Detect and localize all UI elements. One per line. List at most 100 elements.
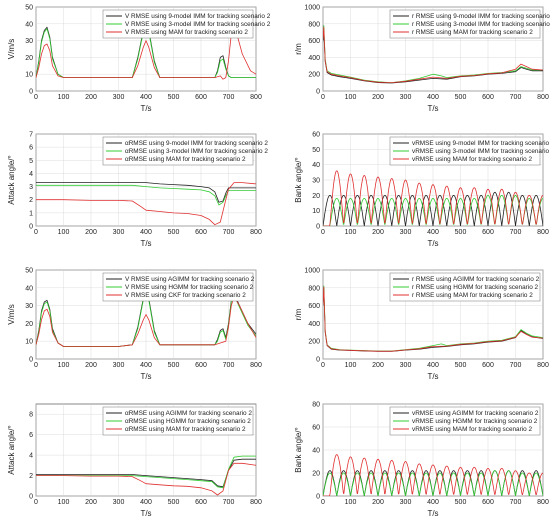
series-line-3	[36, 462, 256, 496]
x-tick-label: 600	[195, 362, 207, 369]
y-axis-label: r/m	[294, 308, 303, 320]
series-line-2	[36, 455, 256, 489]
subplot-p5: 0 100 200 300 400 500 600 700 800 0 10 20 30 40 50 T/s V…	[7, 268, 262, 382]
y-tick-label: 50	[312, 147, 320, 154]
x-tick-label: 800	[537, 499, 549, 506]
legend-entry: αRMSE using 9-model IMM for tracking sce…	[125, 140, 268, 147]
x-tick-label: 800	[250, 499, 262, 506]
series-line-3	[36, 296, 256, 347]
legend: αRMSE using AGIMM for tracking scenario …	[102, 406, 254, 436]
x-tick-label: 800	[250, 229, 262, 236]
x-tick-label: 0	[321, 499, 325, 506]
x-tick-label: 200	[372, 499, 384, 506]
x-tick-label: 700	[510, 229, 522, 236]
legend-entry: vRMSE using 3-model IMM for tracking sce…	[412, 148, 550, 155]
legend: αRMSE using 9-model IMM for tracking sce…	[102, 136, 268, 166]
y-tick-label: 0	[29, 89, 33, 96]
y-tick-label: 600	[308, 303, 320, 310]
x-tick-label: 300	[113, 499, 125, 506]
legend-entry: αRMSE using MAM for tracking scenario 2	[125, 156, 246, 163]
legend-entry: r RMSE using MAM for tracking scenario 2	[412, 29, 533, 36]
legend-entry: V RMSE using 9-model IMM for tracking sc…	[125, 13, 271, 20]
y-tick-label: 400	[308, 321, 320, 328]
legend-entry: V RMSE using CKF for tracking scenario 2	[125, 292, 246, 299]
y-tick-label: 8	[29, 412, 33, 419]
y-tick-label: 20	[25, 55, 33, 62]
legend-entry: V RMSE using 3-model IMM for tracking sc…	[125, 21, 271, 28]
x-tick-label: 700	[510, 94, 522, 101]
series-line-3	[323, 454, 543, 496]
y-tick-label: 800	[308, 21, 320, 28]
x-tick-label: 500	[455, 94, 467, 101]
x-tick-label: 200	[85, 499, 97, 506]
y-tick-label: 0	[29, 357, 33, 364]
legend-box	[102, 9, 254, 39]
legend-entry: αRMSE using AGIMM for tracking scenario …	[125, 410, 252, 417]
legend: vRMSE using 9-model IMM for tracking sce…	[389, 136, 550, 166]
x-tick-label: 800	[250, 94, 262, 101]
x-tick-label: 0	[321, 229, 325, 236]
y-tick-label: 600	[308, 38, 320, 45]
y-tick-label: 20	[312, 471, 320, 478]
legend-entry: r RMSE using AGIMM for tracking scenario…	[412, 276, 540, 283]
y-tick-label: 4	[29, 171, 33, 178]
x-tick-label: 500	[168, 229, 180, 236]
legend-entry: V RMSE using MAM for tracking scenario 2	[125, 29, 248, 36]
subplot-p2: 0 100 200 300 400 500 600 700 800 0 200 400 600 800 10…	[294, 5, 550, 114]
x-tick-label: 400	[427, 94, 439, 101]
y-tick-label: 80	[312, 402, 320, 409]
legend-box	[389, 9, 541, 39]
legend-entry: V RMSE using HGMM for tracking scenario …	[125, 284, 254, 291]
y-tick-label: 40	[25, 285, 33, 292]
legend-entry: αRMSE using HGMM for tracking scenario 2	[125, 418, 251, 425]
y-tick-label: 3	[29, 184, 33, 191]
x-tick-label: 700	[223, 229, 235, 236]
x-tick-label: 100	[58, 94, 70, 101]
y-tick-label: 20	[25, 321, 33, 328]
subplot-p1: 0 100 200 300 400 500 600 700 800 0 10 20 30 40 50 T/s V…	[7, 5, 271, 114]
y-tick-label: 40	[25, 21, 33, 28]
x-tick-label: 100	[58, 499, 70, 506]
x-tick-label: 500	[168, 499, 180, 506]
legend-box	[102, 406, 254, 436]
y-tick-label: 1000	[304, 5, 320, 12]
legend-entry: r RMSE using 3-model IMM for tracking sc…	[412, 21, 550, 28]
x-tick-label: 700	[223, 362, 235, 369]
series-line-1	[36, 182, 256, 203]
x-tick-label: 800	[537, 229, 549, 236]
y-tick-label: 50	[25, 5, 33, 12]
legend-entry: vRMSE using MAM for tracking scenario 2	[412, 426, 532, 433]
y-tick-label: 40	[312, 448, 320, 455]
x-tick-label: 700	[223, 94, 235, 101]
y-tick-label: 800	[308, 285, 320, 292]
x-tick-label: 600	[482, 229, 494, 236]
y-tick-label: 0	[29, 224, 33, 231]
y-axis-label: Attack angle/°	[7, 155, 16, 204]
x-tick-label: 200	[85, 94, 97, 101]
x-tick-label: 100	[58, 229, 70, 236]
x-tick-label: 600	[482, 499, 494, 506]
x-tick-label: 200	[85, 362, 97, 369]
x-tick-label: 400	[140, 499, 152, 506]
x-axis-label: T/s	[427, 239, 438, 248]
x-tick-label: 400	[140, 362, 152, 369]
series-line-2	[323, 25, 543, 83]
x-tick-label: 500	[455, 229, 467, 236]
subplot-p3: 0 100 200 300 400 500 600 700 800 0 1 2 3 4 5 6 7 T/s Atta…	[7, 132, 268, 249]
y-axis-label: r/m	[294, 43, 303, 55]
legend: r RMSE using 9-model IMM for tracking sc…	[389, 9, 550, 39]
x-tick-label: 200	[372, 362, 384, 369]
legend-entry: vRMSE using AGIMM for tracking scenario …	[412, 410, 539, 417]
y-tick-label: 0	[29, 494, 33, 501]
x-tick-label: 600	[195, 499, 207, 506]
series-line-1	[323, 31, 543, 84]
subplot-p4: 0 100 200 300 400 500 600 700 800 0 10 20 30 40 50 60 T/…	[294, 132, 550, 249]
legend-entry: r RMSE using MAM for tracking scenario 2	[412, 292, 533, 299]
x-tick-label: 400	[140, 229, 152, 236]
x-tick-label: 300	[400, 499, 412, 506]
x-axis-label: T/s	[140, 372, 151, 381]
x-tick-label: 700	[510, 362, 522, 369]
series-line-3	[323, 26, 543, 83]
y-tick-label: 6	[29, 145, 33, 152]
series-line-2	[36, 184, 256, 206]
